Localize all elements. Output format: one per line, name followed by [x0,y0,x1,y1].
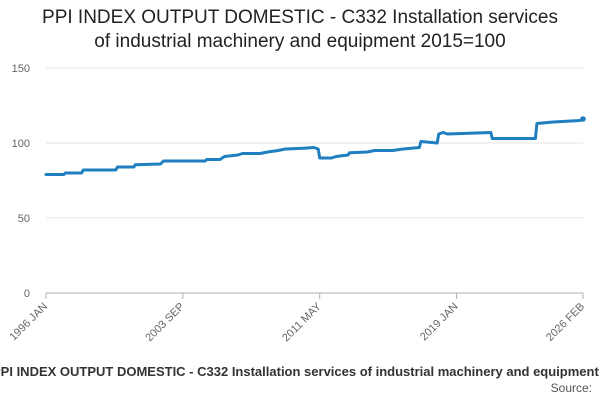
x-axis: 1996 JAN 2003 SEP 2011 MAY 2019 JAN 2026 FEB [7,292,587,345]
source-label: Source: [550,381,592,395]
x-tick-label-4: 2026 FEB [544,301,587,344]
legend[interactable]: PPI INDEX OUTPUT DOMESTIC - C332 Install… [0,364,600,382]
grid-lines [46,67,583,219]
x-tick-label-2: 2011 MAY [280,300,324,344]
y-tick-label-50: 50 [18,213,30,225]
y-tick-label-150: 150 [12,63,30,75]
chart-title-line-2: of industrial machinery and equipment 20… [94,31,506,52]
y-tick-label-0: 0 [24,288,30,300]
chart-title: PPI INDEX OUTPUT DOMESTIC - C332 Install… [0,6,600,54]
series-line-0 [44,117,585,176]
x-tick-label-0: 1996 JAN [7,301,50,344]
chart-title-line-1: PPI INDEX OUTPUT DOMESTIC - C332 Install… [42,7,558,28]
x-tick-label-1: 2003 SEP [143,301,187,345]
legend-entry[interactable]: PPI INDEX OUTPUT DOMESTIC - C332 Install… [0,364,600,379]
y-axis-labels: 0 50 100 150 [12,63,30,300]
x-tick-label-3: 2019 JAN [418,301,461,344]
series-layer [44,116,586,176]
y-tick-label-100: 100 [12,138,30,150]
series-end-point-0 [580,116,586,122]
